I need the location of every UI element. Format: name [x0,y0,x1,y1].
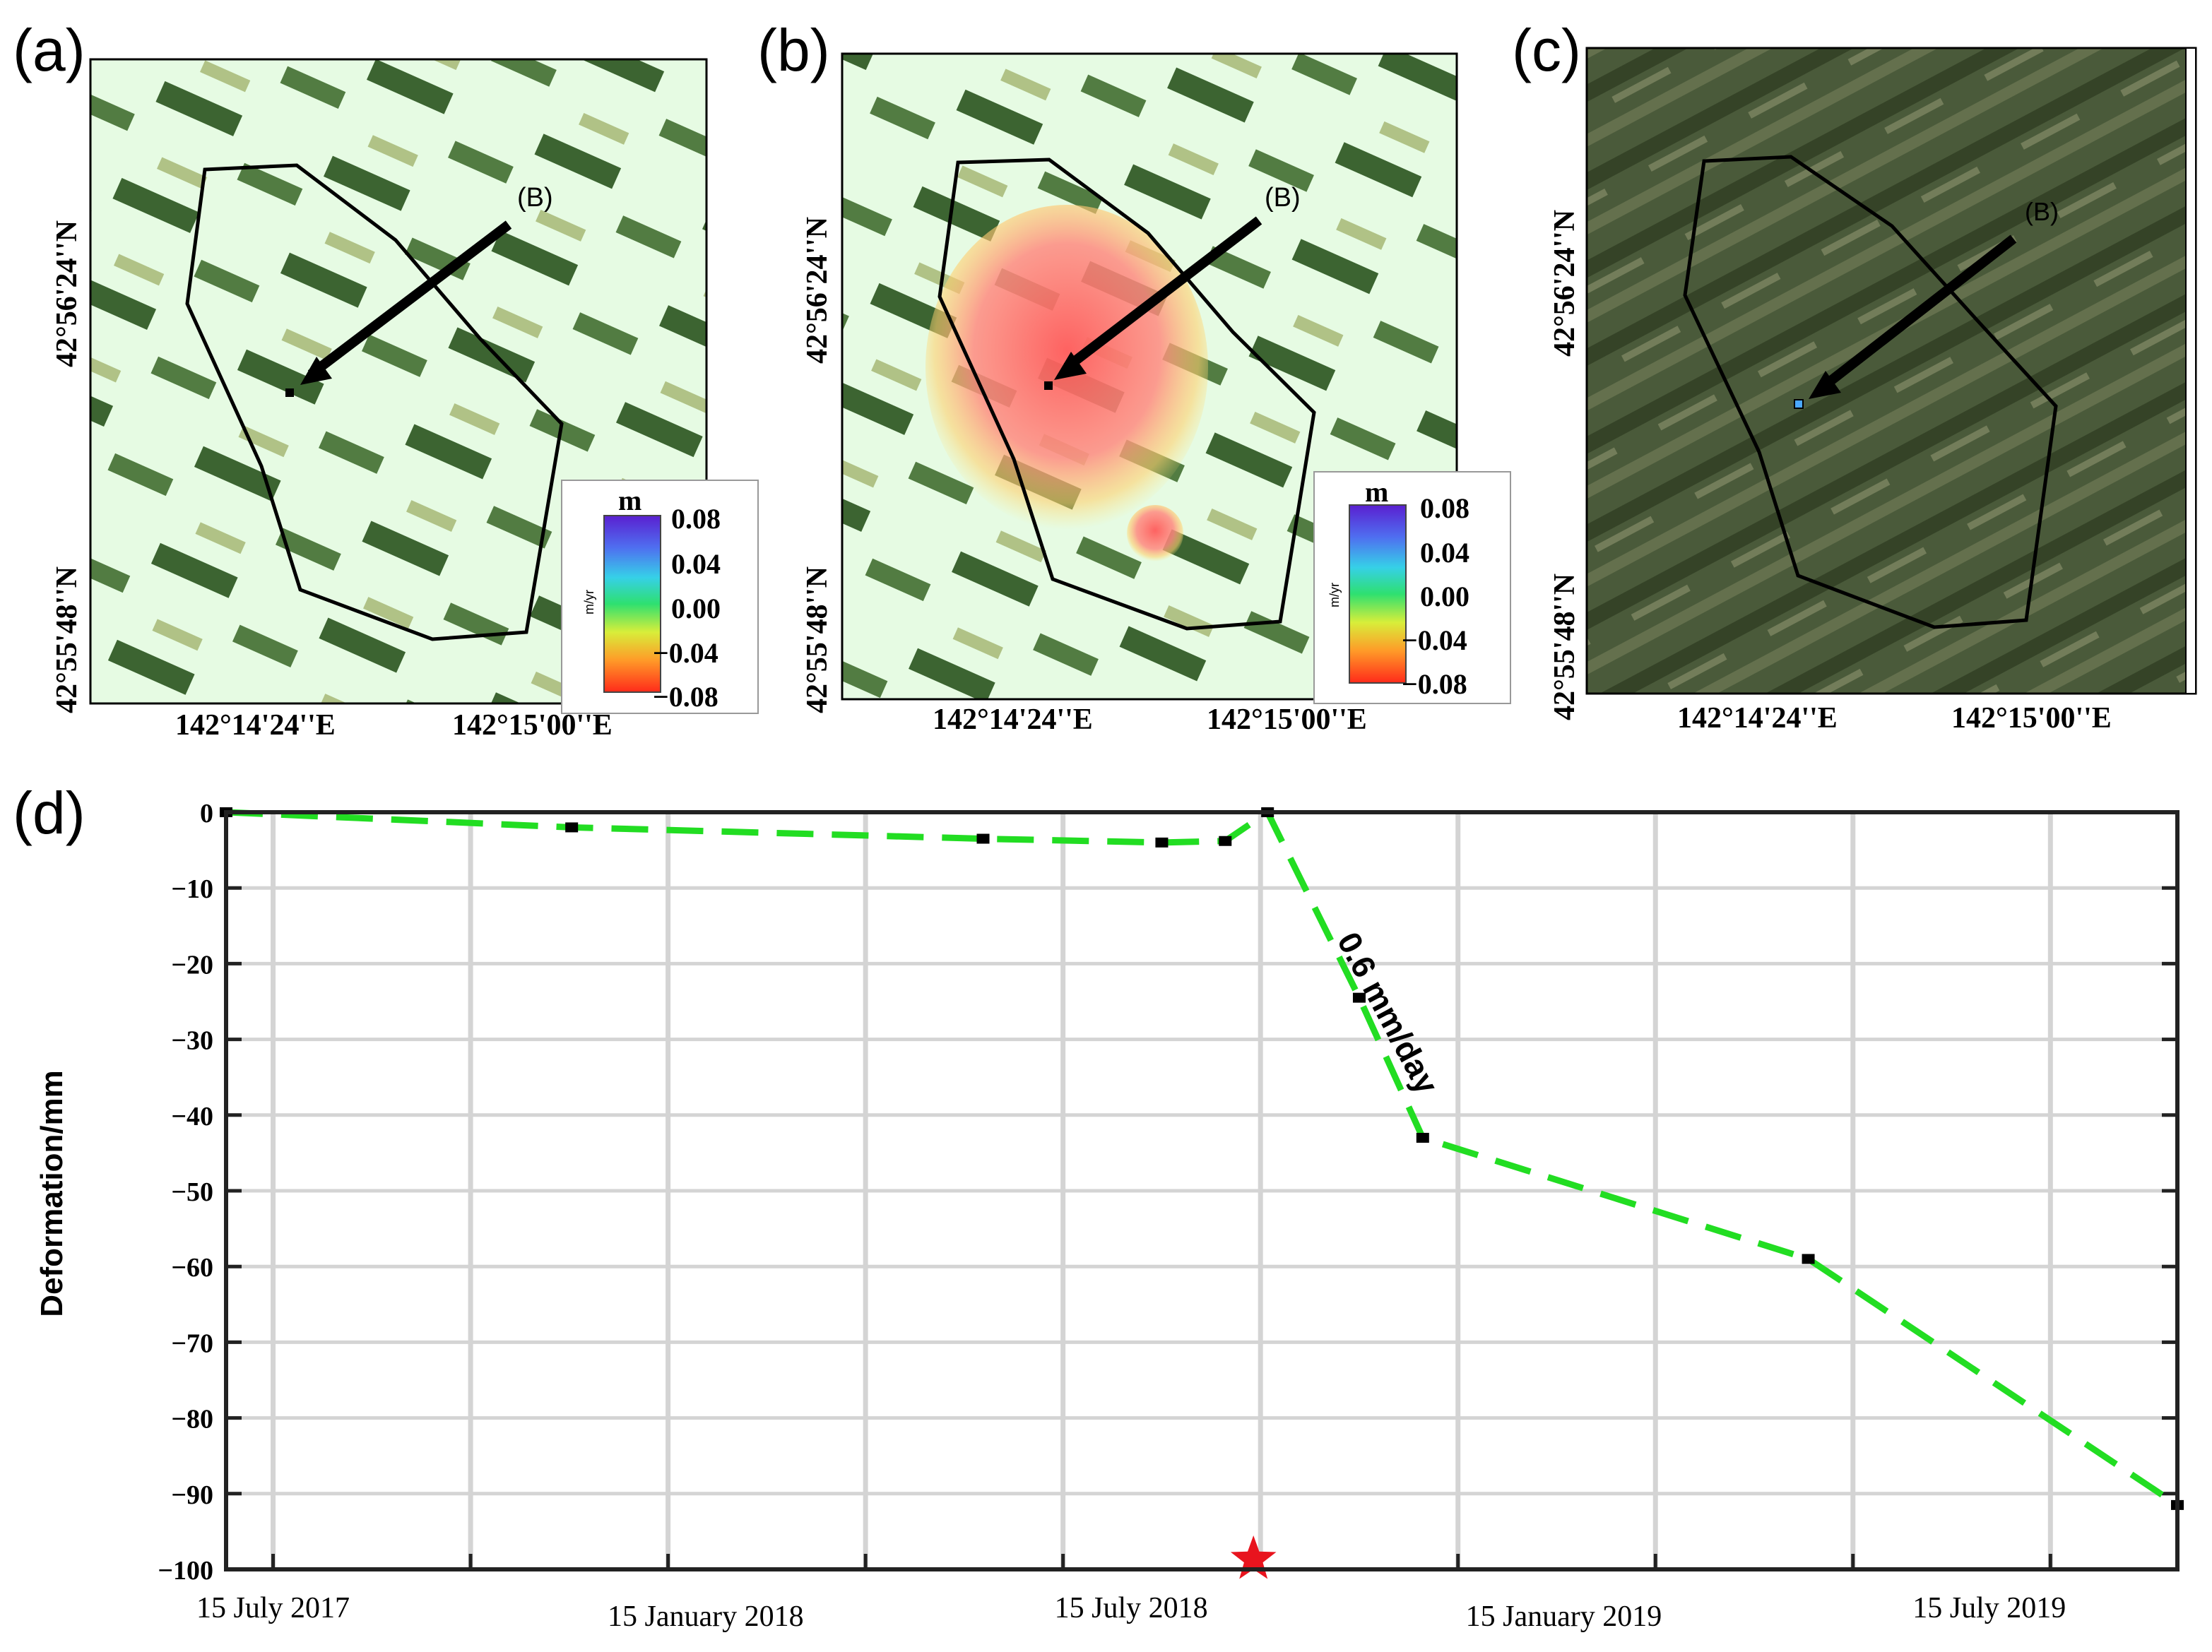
panel-a-colorbar-tick: −0.08 [653,681,718,713]
panel-c-arrow [1819,234,2017,391]
panel-b: (b) (B) 42°56'24''N 42°55'48''N 142°14'2… [757,17,1511,736]
panel-c-arrowhead [1809,371,1841,399]
panel-a: (a) (B) 42°56'24''N 42°55'48''N 142°14'2… [13,17,759,742]
panel-b-point-label: (B) [1265,183,1301,213]
data-point [1416,1132,1429,1143]
panel-b-label: (b) [757,17,830,83]
panel-a-colorbar-tick: −0.04 [653,637,718,669]
y-tick-label: −40 [171,1102,213,1131]
data-point [1155,837,1169,848]
y-tick-label: −60 [171,1253,213,1283]
panel-b-deformation-zone-small [1127,505,1183,561]
panel-c-point-b [1794,399,1804,409]
panel-c-point-label: (B) [2025,197,2059,226]
x-tick-label: 15 January 2018 [608,1600,804,1633]
y-tick-label: −90 [171,1480,213,1510]
y-tick-label: −100 [158,1556,213,1586]
panel-c-lat-tick-1: 42°56'24''N [1549,210,1581,357]
y-tick-label: −50 [171,1177,213,1207]
panel-c-label: (c) [1512,17,1581,83]
panel-b-lat-tick-2: 42°55'48''N [801,566,834,713]
panel-b-lon-tick-2: 142°15'00''E [1207,703,1367,736]
x-tick-label: 15 July 2018 [1055,1592,1208,1624]
x-tick-label: 15 July 2017 [196,1592,350,1624]
panel-b-colorbar-tick: 0.04 [1420,537,1469,569]
panel-d-label: (d) [13,780,85,846]
panel-a-colorbar [603,515,661,693]
panel-a-colorbar-unit: m [618,485,641,516]
plot-frame [224,810,2180,1571]
plot-gridlines [226,810,2177,1571]
panel-a-colorbar-tick: 0.04 [671,548,721,580]
panel-a-colorbar-side-label: m/yr [582,590,596,614]
panel-a-label: (a) [13,17,85,83]
panel-a-lat-tick-1: 42°56'24''N [51,220,83,367]
panel-b-colorbar-side-label: m/yr [1327,583,1342,607]
y-axis-label: Deformation/mm [35,1070,69,1317]
panel-a-point-label: (B) [517,183,553,213]
deformation-line [225,809,2180,1508]
deformation-series [220,807,2184,1510]
x-axis: 15 July 2017 15 January 2018 15 July 2018 1… [196,1554,2066,1633]
panel-c-landslide-boundary [1683,155,2058,629]
panel-b-colorbar-unit: m [1365,476,1388,508]
panel-a-lon-tick-2: 142°15'00''E [452,709,613,742]
y-tick-label: 0 [200,799,213,828]
panel-b-lon-tick-1: 142°14'24''E [933,703,1093,736]
x-tick-label: 15 July 2019 [1912,1592,2066,1624]
event-star-marker [1230,1535,1277,1579]
x-tick-label: 15 January 2019 [1466,1600,1662,1633]
panel-c-right-border [2185,47,2196,694]
data-point [565,822,579,833]
rate-annotation: 0.6 mm/day [1330,926,1446,1100]
y-axis: 0 −10 −20 −30 −40 −50 −60 −70 −80 −90 −100 [158,799,2177,1586]
panel-b-point-b [1044,381,1053,390]
panel-a-arrowhead [300,357,332,385]
panel-a-colorbar-tick: 0.00 [671,593,721,624]
panel-b-landslide-boundary [938,158,1316,631]
panel-a-point-b [285,388,294,397]
panel-b-arrow [1063,216,1262,372]
panel-c-lon-tick-2: 142°15'00''E [1951,702,2112,735]
panel-a-arrow [307,220,512,379]
data-point [1802,1254,1815,1264]
panel-b-arrowhead [1054,352,1087,380]
data-point [1219,836,1232,846]
panel-c: (c) (B) 42°56'24''N 42°55'48''N 142°14'2… [1512,17,2197,735]
panel-c-map [1585,47,2197,695]
panel-b-colorbar-tick: −0.04 [1402,624,1467,656]
y-tick-label: −10 [171,874,213,904]
y-tick-label: −30 [171,1026,213,1056]
panel-d: (d) Deformation/mm 0 −10 −20 −30 −40 −50 −60 −7… [13,780,2184,1633]
panel-a-lon-tick-1: 142°14'24''E [175,709,336,742]
panel-b-colorbar [1349,504,1407,684]
panel-c-lon-tick-1: 142°14'24''E [1677,702,1838,735]
panel-b-colorbar-tick: −0.08 [1402,668,1467,700]
y-tick-label: −20 [171,950,213,980]
panel-a-landslide-boundary [185,163,564,641]
y-tick-label: −70 [171,1329,213,1358]
panel-c-lat-tick-2: 42°55'48''N [1549,574,1581,720]
y-tick-label: −80 [171,1405,213,1434]
panel-a-colorbar-tick: 0.08 [671,503,721,535]
data-point [1352,992,1366,1003]
panel-a-lat-tick-2: 42°55'48''N [51,566,83,713]
data-point [976,833,990,844]
panel-b-lat-tick-1: 42°56'24''N [801,217,834,364]
panel-b-colorbar-box [1313,471,1511,704]
panel-b-colorbar-tick: 0.00 [1420,581,1469,612]
panel-b-colorbar-tick: 0.08 [1420,492,1469,524]
